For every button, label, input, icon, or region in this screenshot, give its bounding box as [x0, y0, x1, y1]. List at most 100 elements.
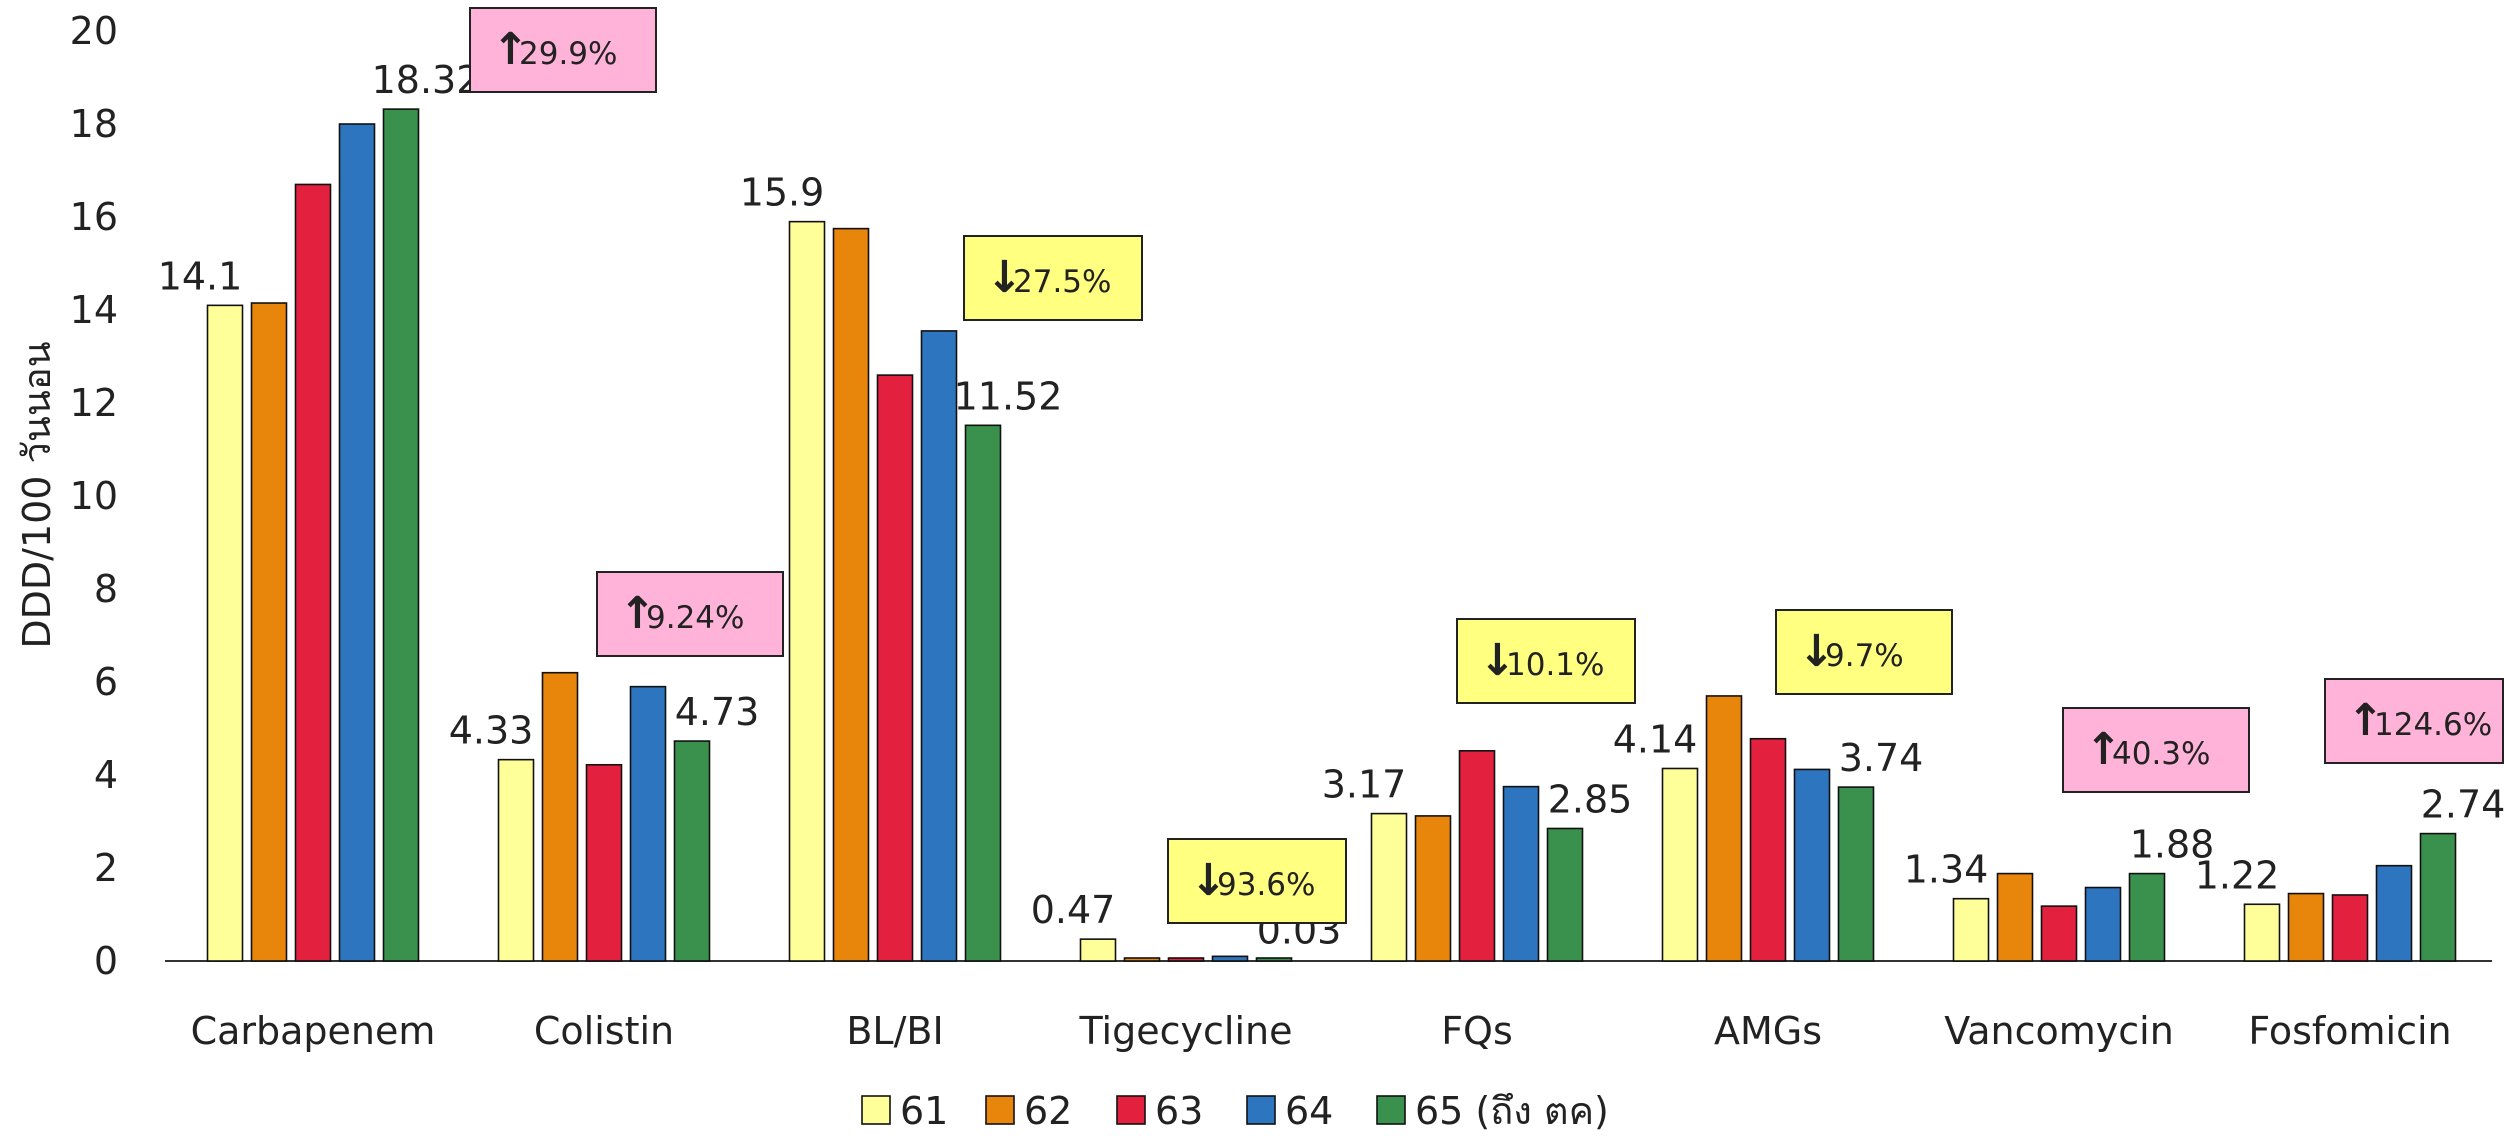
bar-carbapenem-62: [250, 302, 288, 962]
callout-text: 9.7%: [1825, 638, 1904, 674]
x-tick-label-fqs: FQs: [1441, 1009, 1513, 1053]
annotation-layer: ↑29.9%↑9.24%↓27.5%↓93.6%↓10.1% ↓9.7%↑40.3…: [469, 7, 2504, 924]
data-label-carbapenem-65: 18.32: [372, 58, 481, 102]
y-tick-label-12: 12: [70, 381, 118, 425]
x-tick-label-bl-bi: BL/BI: [846, 1009, 943, 1053]
x-tick-label-carbapenem: Carbapenem: [191, 1009, 436, 1053]
bar-vancomycin-64: [2084, 886, 2122, 962]
arrow-up-icon: ↑: [2085, 724, 2122, 775]
bar-fosfomicin-63: [2331, 894, 2369, 962]
legend-label: 61: [900, 1089, 948, 1133]
legend-item-65: 65 (ถึง ตค): [1376, 1089, 1609, 1133]
x-tick-label-vancomycin: Vancomycin: [1944, 1009, 2174, 1053]
y-tick-label-6: 6: [94, 660, 118, 704]
bar-layer: [206, 108, 2457, 962]
callout-text: 27.5%: [1013, 264, 1111, 300]
change-callout-fosfomicin: ↑124.6%: [2324, 678, 2504, 764]
legend-swatch: [1376, 1095, 1406, 1125]
callout-box: [596, 571, 784, 657]
bar-colistin-64: [629, 685, 667, 962]
change-callout-vancomycin: ↑40.3%: [2062, 707, 2250, 793]
bar-bl-bi-65: [964, 424, 1002, 962]
bar-amgs-61: [1661, 767, 1699, 962]
bar-bl-bi-64: [920, 330, 958, 962]
y-tick-label-4: 4: [94, 753, 118, 797]
bar-bl-bi-62: [832, 227, 870, 962]
callout-text: 93.6%: [1217, 867, 1315, 903]
data-label-colistin-65: 4.73: [675, 690, 760, 734]
legend-swatch: [985, 1095, 1015, 1125]
arrow-down-icon: ↓: [986, 252, 1023, 303]
bar-colistin-63: [585, 763, 623, 962]
arrow-up-icon: ↑: [619, 588, 656, 639]
bar-tigecycline-63: [1167, 957, 1205, 962]
change-callout-carbapenem: ↑29.9%: [469, 7, 657, 93]
bar-amgs-65: [1837, 786, 1875, 962]
legend-swatch: [1116, 1095, 1146, 1125]
y-tick-label-2: 2: [94, 846, 118, 890]
bar-colistin-61: [497, 758, 535, 962]
legend-label: 64: [1285, 1089, 1333, 1133]
bar-fqs-65: [1546, 827, 1584, 962]
change-callout-amgs: ↓9.7%: [1775, 609, 1953, 695]
data-label-fqs-61: 3.17: [1322, 763, 1407, 807]
bar-amgs-64: [1793, 768, 1831, 962]
bar-fqs-62: [1414, 815, 1452, 962]
x-tick-label-colistin: Colistin: [534, 1009, 674, 1053]
callout-text: 40.3%: [2112, 736, 2210, 772]
data-label-vancomycin-65: 1.88: [2130, 823, 2215, 867]
legend-swatch: [861, 1095, 891, 1125]
callout-box: [2324, 678, 2504, 764]
bar-fqs-61: [1370, 812, 1408, 962]
legend-swatch: [1246, 1095, 1276, 1125]
legend-item-64: 64: [1246, 1089, 1333, 1133]
bar-amgs-62: [1705, 695, 1743, 962]
y-tick-label-10: 10: [70, 474, 118, 518]
data-label-bl-bi-61: 15.9: [740, 171, 825, 215]
data-label-fqs-65: 2.85: [1548, 777, 1633, 821]
bar-carbapenem-63: [294, 183, 332, 962]
y-tick-label-8: 8: [94, 567, 118, 611]
x-tick-label-fosfomicin: Fosfomicin: [2248, 1009, 2451, 1053]
bar-tigecycline-64: [1211, 955, 1249, 962]
callout-text: 9.24%: [646, 600, 744, 636]
bar-bl-bi-61: [788, 220, 826, 962]
y-tick-label-18: 18: [70, 102, 118, 146]
change-callout-bl-bi: ↓27.5%: [963, 235, 1143, 321]
bar-tigecycline-61: [1079, 938, 1117, 962]
data-label-amgs-65: 3.74: [1839, 736, 1924, 780]
bar-colistin-62: [541, 671, 579, 962]
y-tick-label-0: 0: [94, 939, 118, 983]
y-tick-label-20: 20: [70, 9, 118, 53]
bar-vancomycin-61: [1952, 897, 1990, 962]
data-label-bl-bi-65: 11.52: [954, 374, 1063, 418]
legend-label: 63: [1155, 1089, 1203, 1133]
change-callout-tigecycline: ↓93.6%: [1167, 838, 1347, 924]
x-tick-label-amgs: AMGs: [1714, 1009, 1822, 1053]
bar-tigecycline-62: [1123, 957, 1161, 962]
bar-fqs-63: [1458, 750, 1496, 962]
legend-item-61: 61: [861, 1089, 948, 1133]
data-label-fosfomicin-61: 1.22: [2195, 853, 2280, 897]
bar-carbapenem-64: [338, 123, 376, 962]
bar-fosfomicin-62: [2287, 892, 2325, 962]
arrow-down-icon: ↓: [1190, 855, 1227, 906]
data-label-fosfomicin-65: 2.74: [2421, 783, 2504, 827]
legend-item-63: 63: [1116, 1089, 1203, 1133]
bar-tigecycline-65: [1255, 957, 1293, 962]
data-label-carbapenem-61: 14.1: [158, 254, 243, 298]
bar-vancomycin-62: [1996, 872, 2034, 962]
bar-vancomycin-65: [2128, 872, 2166, 962]
callout-box: [2062, 707, 2250, 793]
legend-label: 65 (ถึง ตค): [1415, 1089, 1609, 1133]
callout-box: [1775, 609, 1953, 695]
change-callout-fqs: ↓10.1%: [1456, 618, 1636, 704]
arrow-down-icon: ↓: [1479, 635, 1516, 686]
callout-box: [963, 235, 1143, 321]
bar-fosfomicin-64: [2375, 864, 2413, 962]
legend: 61 62 63 64 65 (ถึง ตค): [861, 1089, 1609, 1133]
y-axis-title: DDD/100 วันนอน: [15, 341, 59, 648]
